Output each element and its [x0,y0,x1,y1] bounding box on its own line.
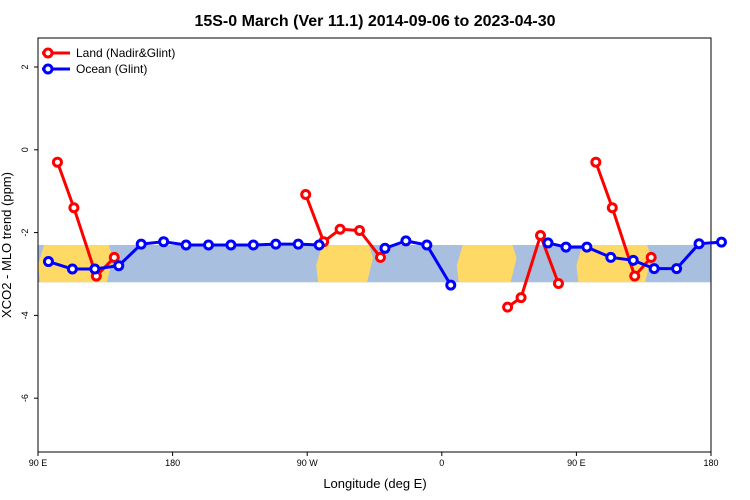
plot-border [37,37,712,453]
data-point [374,251,386,263]
legend: Land (Nadir&Glint) Ocean (Glint) [42,46,175,76]
data-point [515,292,527,304]
y-axis-label: XCO2 - MLO trend (ppm) [0,172,14,318]
series-ocean [42,235,727,291]
data-point [542,237,554,249]
data-point [379,242,391,254]
x-tick-label: 180 [165,458,180,468]
data-point [113,260,125,272]
data-point [313,239,325,251]
data-point [605,251,617,263]
series-land [51,156,657,313]
data-point [645,251,657,263]
series-line [594,161,653,278]
data-point [629,270,641,282]
x-tick-label: 90 W [297,458,319,468]
plot-frame [37,37,712,453]
land-patch [456,245,517,283]
data-point [68,202,80,214]
data-point [225,239,237,251]
data-point [108,251,120,263]
y-tick-label: -2 [20,229,30,237]
y-tick-label: 2 [20,64,30,69]
legend-land-label: Land (Nadir&Glint) [76,46,175,60]
data-point [51,156,63,168]
data-point [89,263,101,275]
x-tick-label: 0 [439,458,444,468]
series-line [384,239,453,286]
y-tick-label: 0 [20,147,30,152]
data-point [300,188,312,200]
data-point [535,229,547,241]
legend-ocean-label: Ocean (Glint) [76,62,147,76]
data-point [671,263,683,275]
x-axis: 90 E 180 90 W 0 90 E 180 [29,452,719,468]
land-patch [316,245,374,283]
data-point [202,239,214,251]
data-point [158,236,170,248]
data-point [421,239,433,251]
data-point [135,238,147,250]
x-tick-label: 90 E [29,458,48,468]
data-point [354,225,366,237]
data-point [270,238,282,250]
data-point [581,241,593,253]
y-axis: 2 0 -2 -4 -6 [20,64,38,402]
data-point [400,235,412,247]
data-point [606,202,618,214]
data-point [445,279,457,291]
data-point [648,263,660,275]
data-point [334,223,346,235]
x-tick-label: 90 E [567,458,586,468]
y-tick-label: -4 [20,311,30,319]
data-point [502,301,514,313]
data-point [42,256,54,268]
data-point [66,263,78,275]
data-point [627,254,639,266]
chart-title: 15S-0 March (Ver 11.1) 2014-09-06 to 202… [194,13,555,30]
series-line [506,233,560,309]
data-point [552,278,564,290]
legend-ocean-marker [42,63,54,75]
data-point [247,239,259,251]
x-axis-label: Longitude (deg E) [323,476,426,491]
legend-land-marker [42,47,54,59]
series-layer [42,156,727,313]
data-point [180,239,192,251]
data-point [560,241,572,253]
x-tick-label: 180 [703,458,718,468]
data-point [590,156,602,168]
data-point [715,236,727,248]
y-tick-label: -6 [20,394,30,402]
data-point [693,238,705,250]
data-point [292,238,304,250]
